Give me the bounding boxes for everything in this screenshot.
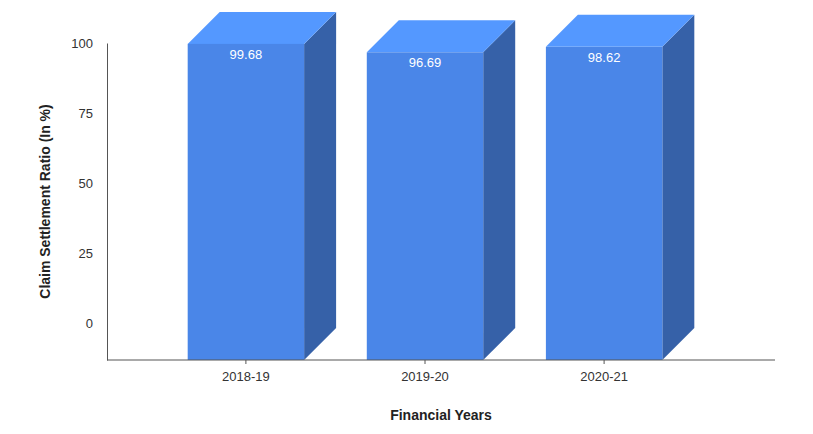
y-tick-label: 100 (71, 36, 93, 51)
x-axis-title: Financial Years (390, 407, 492, 423)
x-tick: 2018-19 (222, 360, 270, 384)
x-tick-label: 2019-20 (401, 369, 449, 384)
data-labels: 99.68 96.69 98.62 (230, 47, 621, 70)
bar-top (546, 15, 694, 47)
y-axis-line (107, 44, 108, 361)
bar (188, 44, 304, 360)
y-axis-title: Claim Settlement Ratio (In %) (37, 104, 53, 298)
x-axis: 2018-19 2019-20 2020-21 (107, 360, 775, 384)
bars (188, 12, 695, 360)
x-tick: 2019-20 (401, 360, 449, 384)
y-tick: 0 (86, 316, 107, 331)
x-tick: 2020-21 (580, 360, 628, 384)
bar (546, 47, 662, 360)
y-tick: 25 (79, 246, 107, 261)
data-label: 96.69 (409, 55, 442, 70)
y-tick-label: 25 (79, 246, 93, 261)
bar-side (304, 12, 336, 360)
bar-group (188, 12, 336, 360)
y-axis: 0 25 50 75 100 (71, 36, 107, 361)
x-tick-mark (245, 360, 246, 364)
chart: 99.6896.6998.6202550751002018-192019-202… (0, 0, 813, 434)
x-tick-label: 2018-19 (222, 369, 270, 384)
y-tick: 100 (71, 36, 107, 51)
y-tick: 75 (79, 106, 107, 121)
bar-group (546, 15, 694, 360)
x-axis-line (107, 360, 775, 361)
y-tick: 50 (79, 176, 107, 191)
bar-side (483, 20, 515, 360)
x-tick-mark (604, 360, 605, 364)
bar-side (662, 15, 694, 360)
y-tick-label: 50 (79, 176, 93, 191)
data-label: 98.62 (588, 50, 621, 65)
x-tick-mark (425, 360, 426, 364)
y-tick-label: 75 (79, 106, 93, 121)
bar (367, 52, 483, 360)
bar-top (188, 12, 336, 44)
bar-group (367, 20, 515, 360)
bar-top (367, 20, 515, 52)
x-tick-label: 2020-21 (580, 369, 628, 384)
data-label: 99.68 (230, 47, 263, 62)
y-tick-label: 0 (86, 316, 93, 331)
